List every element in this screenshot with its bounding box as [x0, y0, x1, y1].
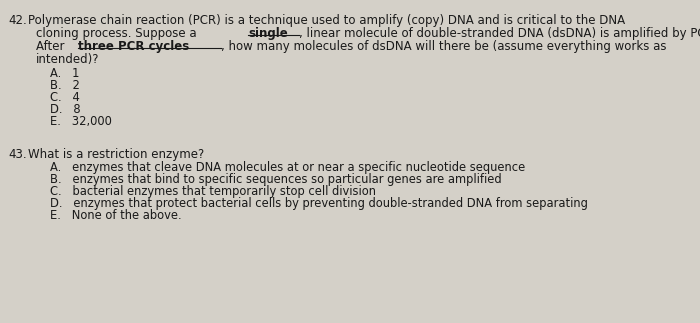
Text: , linear molecule of double-stranded DNA (dsDNA) is amplified by PCR.: , linear molecule of double-stranded DNA… [300, 27, 700, 40]
Text: E.   None of the above.: E. None of the above. [50, 209, 181, 222]
Text: single: single [248, 27, 288, 40]
Text: B.   enzymes that bind to specific sequences so particular genes are amplified: B. enzymes that bind to specific sequenc… [50, 173, 502, 186]
Text: 43.: 43. [8, 148, 27, 161]
Text: 42.: 42. [8, 14, 27, 27]
Text: E.   32,000: E. 32,000 [50, 115, 112, 128]
Text: three PCR cycles: three PCR cycles [78, 40, 189, 53]
Text: B.   2: B. 2 [50, 79, 80, 92]
Text: , how many molecules of dsDNA will there be (assume everything works as: , how many molecules of dsDNA will there… [221, 40, 666, 53]
Text: Polymerase chain reaction (PCR) is a technique used to amplify (copy) DNA and is: Polymerase chain reaction (PCR) is a tec… [28, 14, 625, 27]
Text: After: After [36, 40, 69, 53]
Text: D.   enzymes that protect bacterial cells by preventing double-stranded DNA from: D. enzymes that protect bacterial cells … [50, 197, 588, 210]
Text: D.   8: D. 8 [50, 103, 80, 116]
Text: What is a restriction enzyme?: What is a restriction enzyme? [28, 148, 204, 161]
Text: A.   enzymes that cleave DNA molecules at or near a specific nucleotide sequence: A. enzymes that cleave DNA molecules at … [50, 161, 525, 174]
Text: cloning process. Suppose a: cloning process. Suppose a [36, 27, 200, 40]
Text: A.   1: A. 1 [50, 67, 79, 80]
Text: intended)?: intended)? [36, 53, 99, 66]
Text: C.   bacterial enzymes that temporarily stop cell division: C. bacterial enzymes that temporarily st… [50, 185, 376, 198]
Text: C.   4: C. 4 [50, 91, 80, 104]
